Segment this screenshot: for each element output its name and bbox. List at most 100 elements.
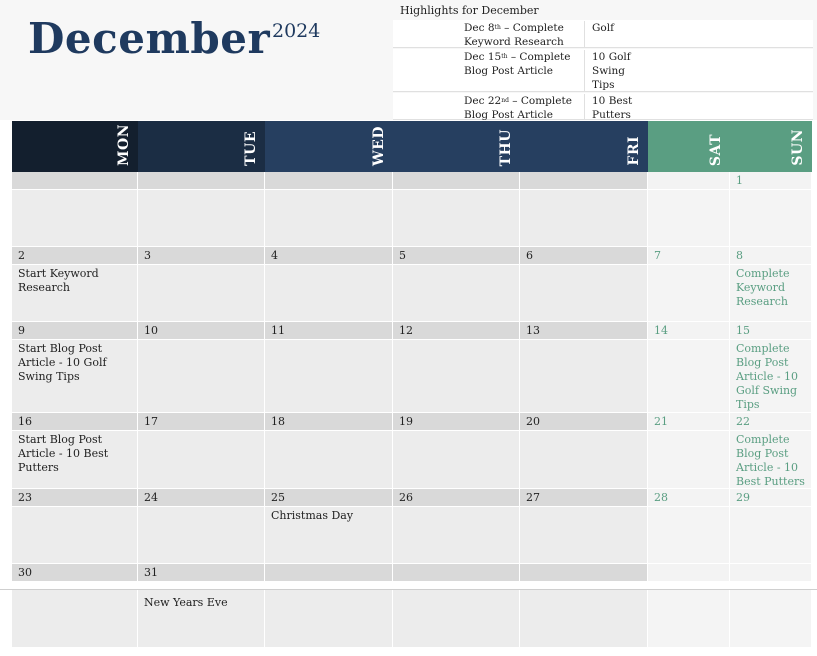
- highlight-ordinal: th: [501, 53, 508, 60]
- date-strip: 14: [648, 322, 729, 339]
- date-number: 26: [399, 491, 413, 504]
- highlight-row: Dec 22nd – Complete Blog Post Article 10 …: [393, 93, 813, 122]
- day-cell: [265, 265, 392, 321]
- date-number: 13: [526, 324, 540, 337]
- date-strip: 8: [730, 247, 811, 264]
- highlight-row: Dec 15th – Complete Blog Post Article 10 …: [393, 49, 813, 92]
- date-number: 25: [271, 491, 285, 504]
- year: 2024: [272, 20, 321, 42]
- highlight-topic-text: Golf: [592, 22, 614, 34]
- date-strip: 6: [520, 247, 647, 264]
- day-cell: Complete Keyword Research: [730, 265, 811, 321]
- date-number: 9: [18, 324, 25, 337]
- date-number: 28: [654, 491, 668, 504]
- highlight-topic: Golf: [584, 21, 647, 48]
- highlights-title: Highlights for December: [400, 4, 539, 17]
- day-cell: [520, 590, 647, 647]
- date-strip: 11: [265, 322, 392, 339]
- day-cell: [648, 507, 729, 563]
- day-cell: [730, 590, 811, 647]
- date-number: 5: [399, 249, 406, 262]
- date-strip: [393, 564, 519, 581]
- day-cell: [520, 507, 647, 563]
- day-cell: [138, 265, 264, 321]
- day-cell: [393, 431, 519, 488]
- weekday-label: FRI: [626, 136, 642, 166]
- date-strip: 12: [393, 322, 519, 339]
- date-strip: [520, 564, 647, 581]
- weekday-header: SAT: [648, 121, 730, 172]
- date-strip: [12, 172, 137, 189]
- date-strip: 22: [730, 413, 811, 430]
- date-strip: [265, 564, 392, 581]
- weekday-label: THU: [498, 128, 514, 166]
- day-note: Complete Keyword Research: [736, 267, 790, 308]
- day-cell: [648, 431, 729, 488]
- date-strip: [648, 172, 729, 189]
- weekday-label: TUE: [243, 131, 259, 166]
- date-strip: 20: [520, 413, 647, 430]
- highlight-task: Dec 15th – Complete Blog Post Article: [464, 50, 582, 78]
- day-cell: Start Keyword Research: [12, 265, 137, 321]
- date-number: 7: [654, 249, 661, 262]
- highlight-date: Dec 22: [464, 95, 502, 107]
- highlight-task: Dec 22nd – Complete Blog Post Article: [464, 94, 582, 122]
- highlight-topic: 10 Best Putters: [584, 94, 647, 121]
- highlight-topic: 10 Golf Swing Tips: [584, 50, 647, 92]
- date-strip: 23: [12, 489, 137, 506]
- day-note: Start Blog Post Article - 10 Best Putter…: [18, 433, 109, 474]
- date-number: 31: [144, 566, 158, 579]
- weekday-label: WED: [371, 125, 387, 166]
- date-number: 4: [271, 249, 278, 262]
- date-strip: [520, 172, 647, 189]
- weekday-header: WED: [265, 121, 393, 172]
- date-strip: 16: [12, 413, 137, 430]
- day-cell: Christmas Day: [265, 507, 392, 563]
- day-cell: [265, 340, 392, 412]
- date-strip: 24: [138, 489, 264, 506]
- weekday-header: MON: [12, 121, 138, 172]
- date-number: 3: [144, 249, 151, 262]
- weekday-header: SUN: [730, 121, 812, 172]
- day-note: Complete Blog Post Article - 10 Best Put…: [736, 433, 805, 488]
- date-number: 6: [526, 249, 533, 262]
- day-cell: Start Blog Post Article - 10 Best Putter…: [12, 431, 137, 488]
- day-note: Start Keyword Research: [18, 267, 99, 294]
- highlight-row: Dec 8th – Complete Keyword Research Golf: [393, 20, 813, 48]
- date-strip: 27: [520, 489, 647, 506]
- date-strip: 21: [648, 413, 729, 430]
- date-number: 23: [18, 491, 32, 504]
- date-number: 2: [18, 249, 25, 262]
- day-cell: [393, 265, 519, 321]
- day-cell: [730, 507, 811, 563]
- weekday-header: THU: [393, 121, 520, 172]
- date-number: 21: [654, 415, 668, 428]
- date-number: 16: [18, 415, 32, 428]
- date-strip: 13: [520, 322, 647, 339]
- date-strip: 28: [648, 489, 729, 506]
- day-note: Start Blog Post Article - 10 Golf Swing …: [18, 342, 107, 383]
- day-cell: [520, 431, 647, 488]
- date-strip: 17: [138, 413, 264, 430]
- date-number: 10: [144, 324, 158, 337]
- day-cell: [12, 507, 137, 563]
- day-cell: [265, 431, 392, 488]
- day-cell: [393, 340, 519, 412]
- date-strip: 1: [730, 172, 811, 189]
- highlight-task: Dec 8th – Complete Keyword Research: [464, 21, 582, 49]
- date-number: 1: [736, 174, 743, 187]
- weekday-label: SAT: [708, 133, 724, 166]
- day-cell: [730, 190, 811, 246]
- highlight-topic-text: 10 Golf Swing Tips: [592, 51, 631, 91]
- day-cell: [648, 265, 729, 321]
- highlight-text: – Complete Blog Post Article: [464, 51, 571, 77]
- date-strip: [730, 564, 811, 581]
- date-strip: 29: [730, 489, 811, 506]
- day-cell: Start Blog Post Article - 10 Golf Swing …: [12, 340, 137, 412]
- date-number: 14: [654, 324, 668, 337]
- row-divider: [0, 589, 817, 590]
- day-cell: [393, 190, 519, 246]
- day-cell: [648, 190, 729, 246]
- date-strip: 18: [265, 413, 392, 430]
- date-strip: 26: [393, 489, 519, 506]
